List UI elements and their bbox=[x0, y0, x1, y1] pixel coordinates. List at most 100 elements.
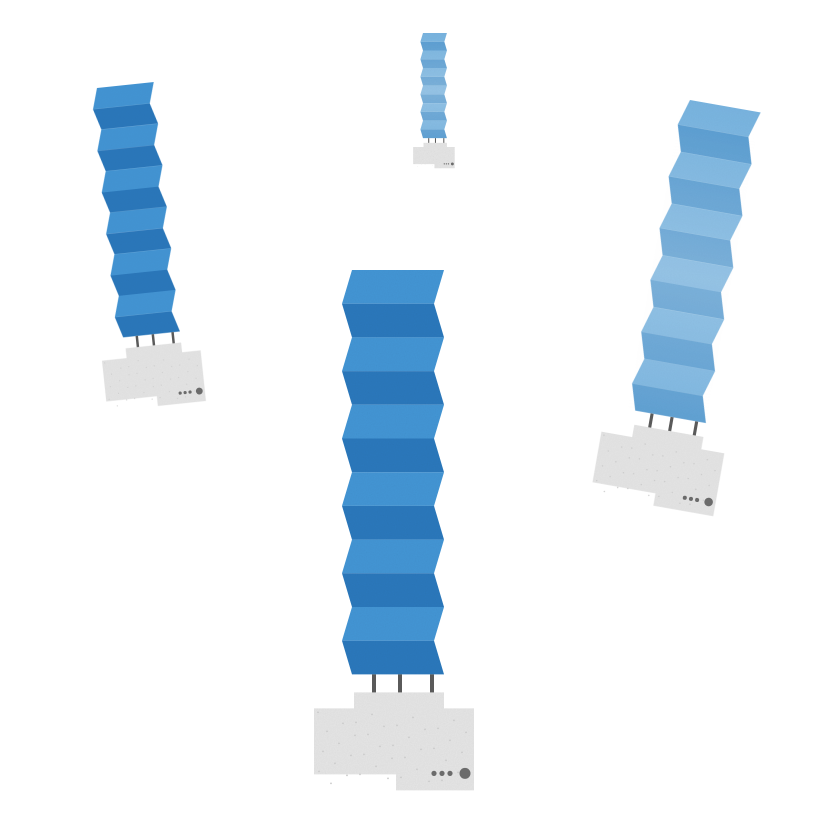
indicator-knob bbox=[459, 767, 471, 779]
speckle bbox=[159, 397, 161, 399]
fold-segment bbox=[342, 270, 444, 304]
speckle bbox=[631, 447, 633, 449]
fold-segment bbox=[342, 472, 444, 506]
speckle bbox=[658, 495, 660, 498]
speckle bbox=[160, 384, 162, 386]
indicator-dot bbox=[439, 770, 445, 776]
indicator-knob bbox=[195, 387, 203, 395]
indicator-dot bbox=[447, 163, 450, 165]
speckle bbox=[596, 479, 598, 482]
fold-segment bbox=[101, 165, 163, 193]
folded-tower-top-left bbox=[93, 82, 206, 407]
speckle bbox=[152, 385, 154, 388]
speckle bbox=[359, 773, 361, 776]
machine-base bbox=[314, 692, 474, 791]
speckle bbox=[350, 754, 352, 757]
speckle bbox=[627, 487, 629, 490]
speckle bbox=[196, 365, 198, 367]
fold-segment bbox=[97, 123, 159, 151]
speckle bbox=[702, 499, 705, 501]
folded-panel bbox=[342, 270, 444, 675]
speckle bbox=[126, 399, 128, 401]
speckle bbox=[663, 480, 666, 483]
indicator-dot bbox=[447, 770, 453, 776]
speckle bbox=[441, 779, 443, 782]
fold-segment bbox=[342, 337, 444, 372]
speckle bbox=[119, 380, 121, 382]
speckle bbox=[706, 459, 709, 461]
indicator-dot bbox=[431, 770, 437, 776]
speckle bbox=[109, 386, 111, 388]
support-struts bbox=[428, 138, 445, 145]
speckle bbox=[346, 774, 348, 777]
indicator-dot bbox=[688, 496, 693, 501]
speckle bbox=[648, 494, 650, 497]
machine-base bbox=[413, 142, 455, 169]
strut bbox=[372, 674, 376, 701]
speckle bbox=[188, 358, 190, 360]
speckle bbox=[601, 465, 604, 467]
speckle bbox=[367, 733, 369, 736]
speckle bbox=[178, 377, 180, 379]
base-top-block bbox=[631, 424, 704, 453]
base-top-block bbox=[423, 142, 447, 149]
speckle bbox=[143, 391, 145, 394]
speckle bbox=[127, 386, 129, 388]
strut bbox=[443, 138, 445, 145]
speckle bbox=[646, 469, 648, 471]
speckle bbox=[334, 762, 336, 765]
speckle bbox=[186, 383, 188, 385]
speckle bbox=[108, 398, 110, 400]
speckle bbox=[137, 360, 139, 362]
speckle bbox=[687, 477, 689, 480]
speckle bbox=[675, 451, 677, 453]
folded-panel bbox=[627, 98, 761, 424]
fold-segment bbox=[101, 186, 167, 213]
base-body bbox=[413, 146, 455, 169]
speckle bbox=[620, 446, 623, 448]
support-struts bbox=[372, 674, 434, 701]
speckle bbox=[185, 396, 187, 398]
speckle bbox=[144, 379, 146, 381]
speckle bbox=[628, 457, 630, 459]
speckle bbox=[640, 483, 642, 486]
speckle bbox=[135, 385, 137, 387]
speckle bbox=[662, 455, 664, 457]
speckle bbox=[408, 736, 410, 739]
speckle bbox=[652, 454, 654, 456]
speckle bbox=[644, 443, 646, 445]
indicator-lights bbox=[431, 767, 471, 779]
indicator-lights bbox=[443, 162, 454, 166]
fold-segment bbox=[110, 248, 172, 276]
speckle bbox=[330, 782, 332, 785]
machine-base bbox=[592, 424, 725, 517]
speckle bbox=[371, 713, 373, 716]
base-body bbox=[314, 708, 474, 791]
speckle bbox=[679, 502, 681, 504]
machine-base bbox=[101, 342, 206, 407]
speckle bbox=[677, 476, 679, 479]
indicator-lights bbox=[178, 387, 203, 395]
folded-tower-right bbox=[592, 98, 761, 517]
base-body bbox=[101, 350, 206, 407]
speckle bbox=[179, 364, 181, 366]
base-top-block bbox=[354, 692, 444, 713]
speckle bbox=[396, 724, 398, 727]
speckle bbox=[404, 756, 406, 759]
speckle bbox=[187, 371, 189, 373]
speckle bbox=[603, 434, 605, 436]
indicator-dot bbox=[695, 497, 700, 502]
speckle bbox=[638, 458, 641, 460]
speckle bbox=[420, 748, 422, 751]
speckle bbox=[607, 450, 610, 452]
speckle bbox=[656, 470, 658, 472]
fold-segment bbox=[342, 539, 444, 574]
speckle bbox=[383, 725, 385, 728]
fold-segment bbox=[97, 145, 163, 172]
speckle bbox=[163, 359, 165, 361]
speckle bbox=[120, 367, 122, 369]
speckle bbox=[355, 721, 357, 724]
fold-segment bbox=[342, 438, 444, 473]
speckle bbox=[457, 771, 459, 774]
